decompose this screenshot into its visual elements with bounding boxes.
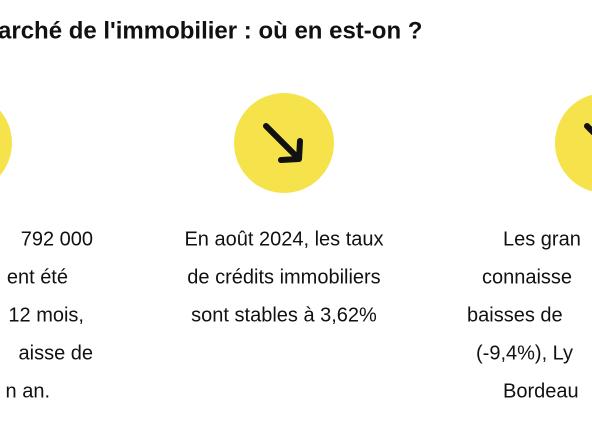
body-text-line: Les gran: [503, 228, 581, 250]
body-text-line: baisses de: [467, 304, 563, 326]
body-text-line: ent été: [7, 266, 68, 288]
icon-center: [234, 93, 334, 193]
body-text-line: connaisse: [482, 266, 572, 288]
icon-left: [0, 110, 12, 176]
body-text-line: de crédits immobiliers: [187, 266, 380, 288]
body-text-line: (-9,4%), Ly: [476, 342, 573, 364]
body-text-line: En août 2024, les taux: [184, 228, 383, 250]
body-text-line: Bordeau: [503, 380, 579, 402]
body-text-line: n an.: [6, 380, 50, 402]
body-text-line: 12 mois,: [8, 304, 84, 326]
icon-right: [555, 94, 592, 192]
body-text-line: 792 000: [21, 228, 93, 250]
body-text-line: aisse de: [19, 342, 94, 364]
title: arché de l'immobilier : où en est-on ?: [0, 17, 422, 44]
body-text-line: sont stables à 3,62%: [191, 304, 377, 326]
